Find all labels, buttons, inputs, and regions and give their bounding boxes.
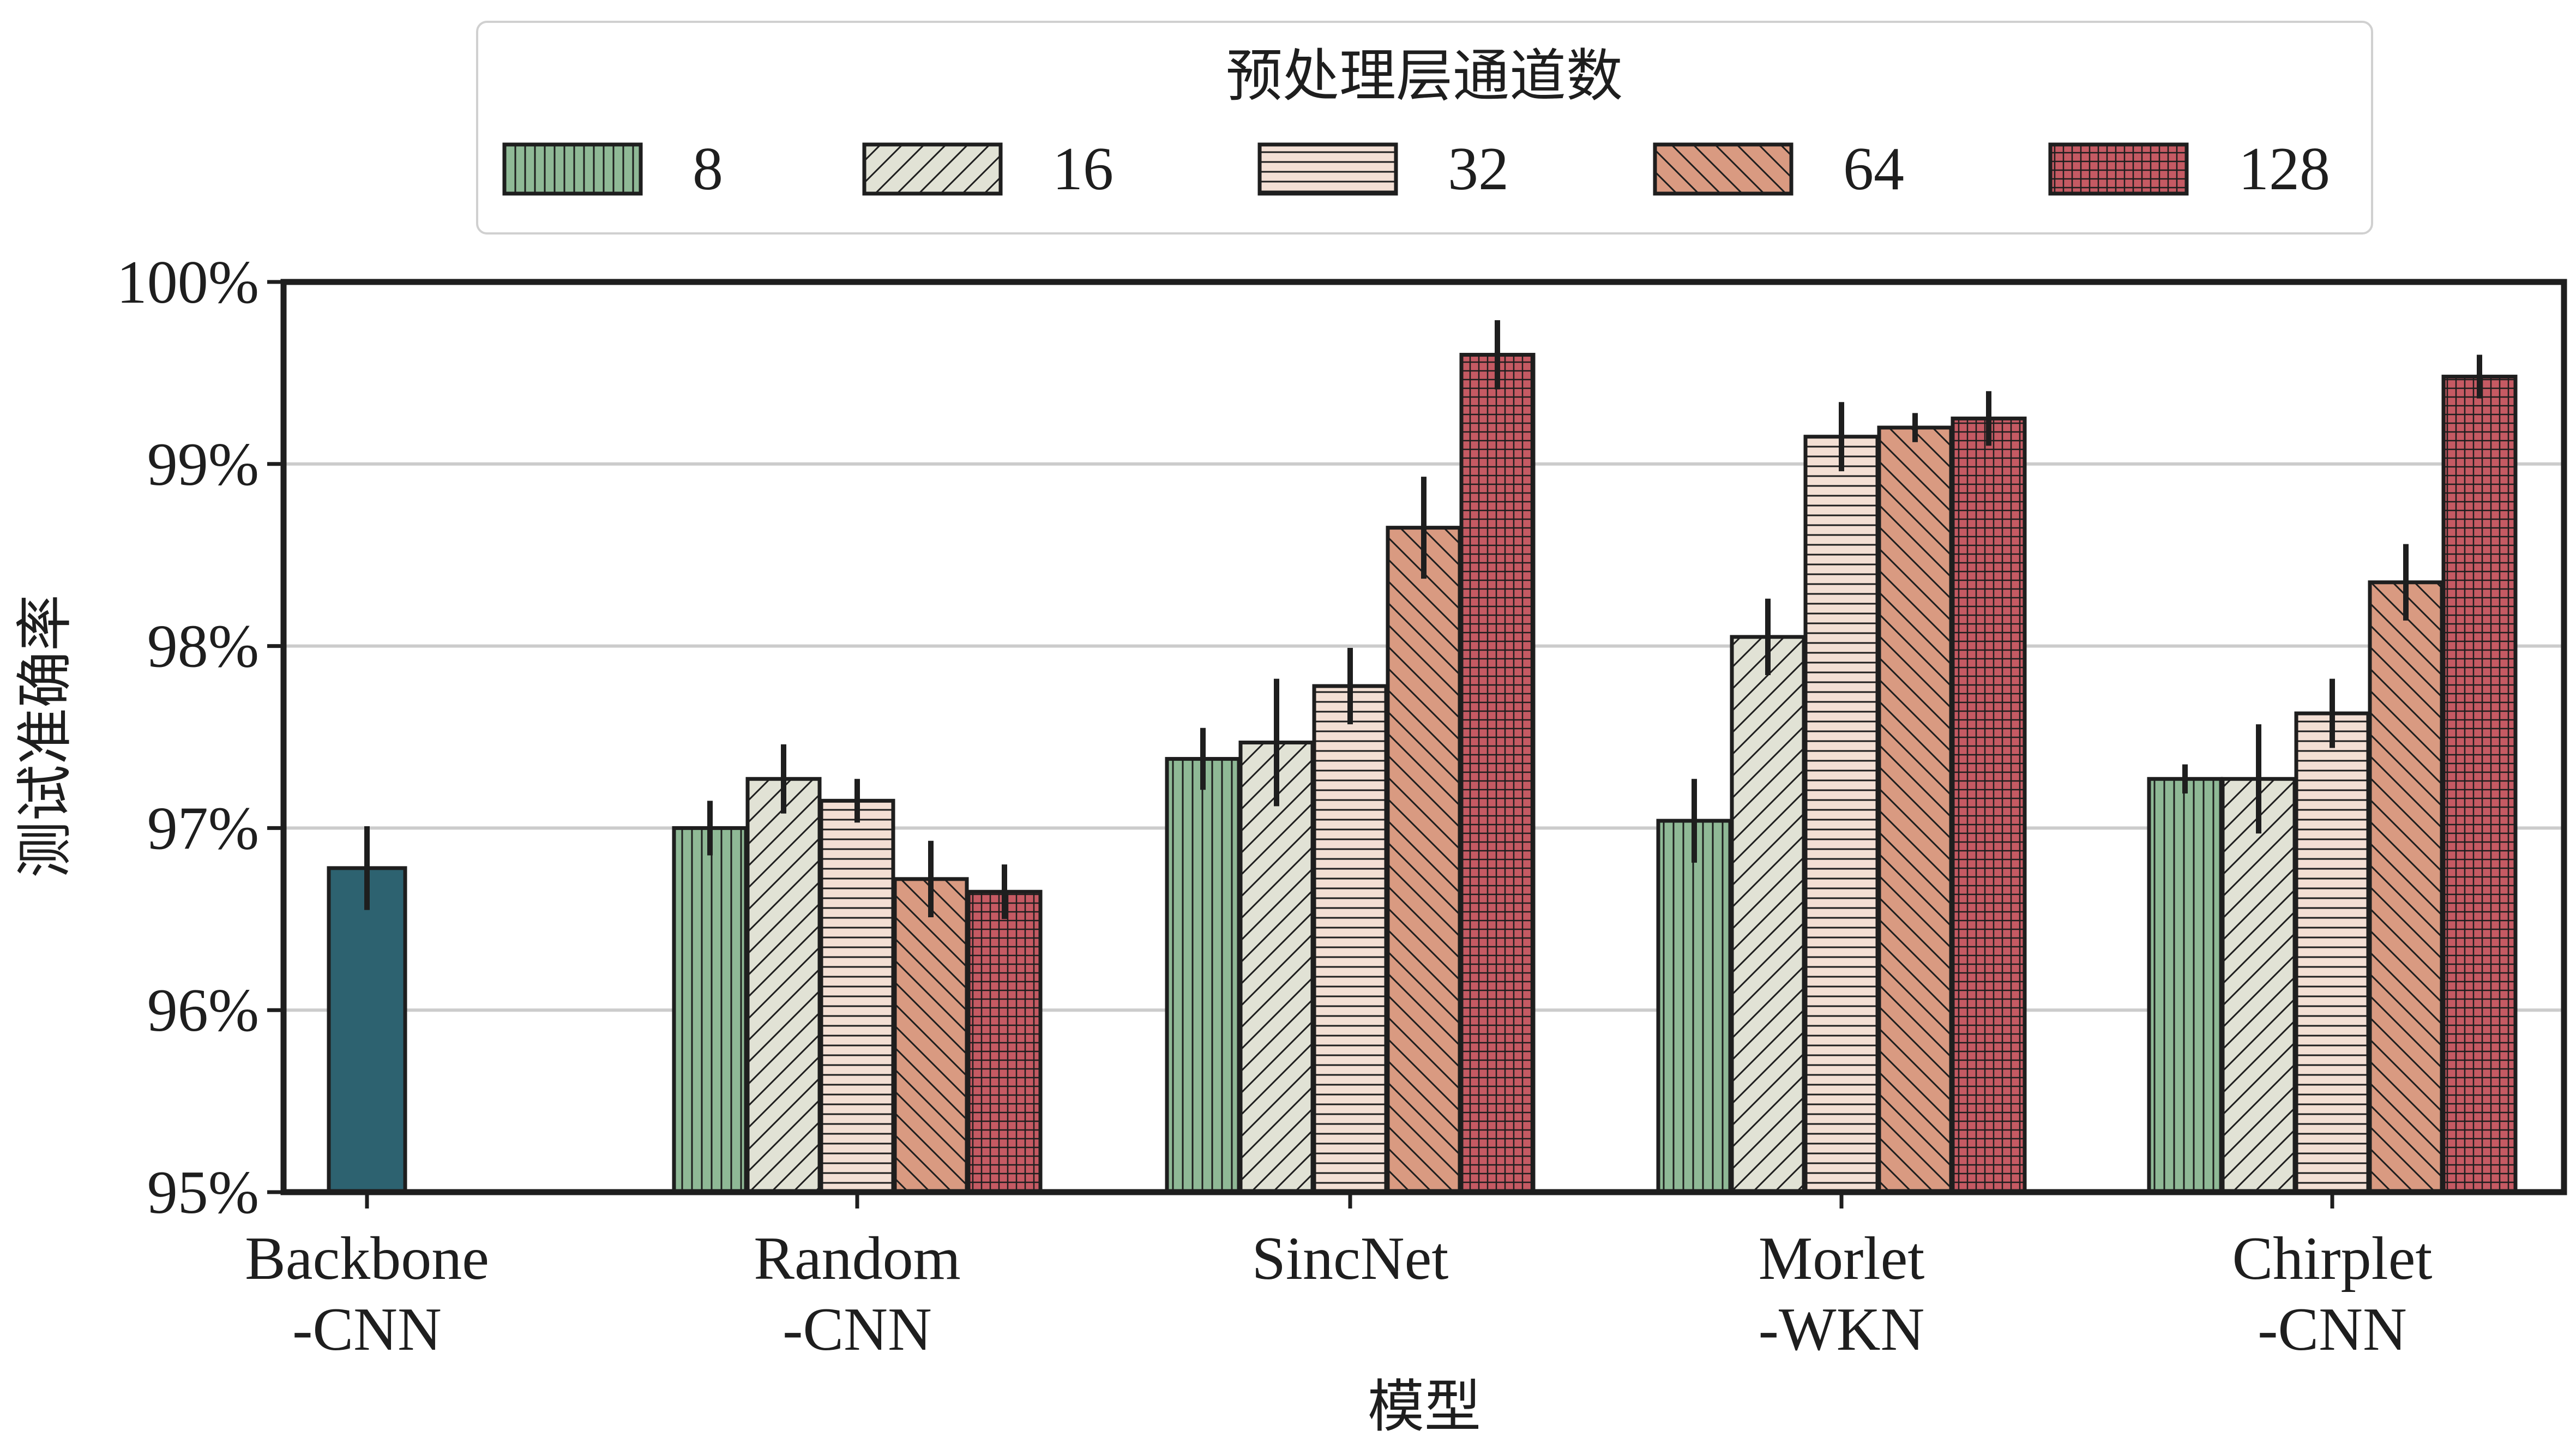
bar-series-16 (2220, 777, 2297, 1194)
y-axis-label: 测试准确率 (11, 594, 78, 878)
legend-title: 预处理层通道数 (1226, 43, 1623, 109)
y-tick-label: 99% (147, 431, 259, 498)
bar-series-16 (1238, 741, 1315, 1194)
error-bars (364, 320, 2482, 919)
x-tick-label: Backbone (245, 1225, 489, 1292)
legend-label: 16 (1052, 135, 1114, 203)
bar-series-32 (819, 798, 895, 1194)
x-tick-label: Chirplet (2232, 1225, 2432, 1292)
legend-item-8: 8 (502, 135, 723, 203)
legend-swatch (862, 142, 1003, 196)
bar-series-32 (1312, 684, 1388, 1194)
legend-swatch (1257, 142, 1398, 196)
legend-item-128: 128 (2048, 135, 2330, 203)
bars (327, 353, 2518, 1194)
y-tick-label: 96% (147, 977, 259, 1044)
bar-series-128 (966, 889, 1043, 1194)
bar-series-64 (1386, 526, 1462, 1194)
plot-frame (280, 279, 2567, 1195)
legend-label: 64 (1843, 135, 1904, 203)
bar-series-8 (1656, 819, 1732, 1194)
x-tick-label: Morlet (1759, 1225, 1925, 1292)
y-tick-label: 98% (147, 613, 259, 681)
bar-baseline (327, 866, 407, 1194)
legend-item-16: 16 (862, 135, 1114, 203)
legend-label: 128 (2238, 135, 2330, 203)
bar-series-32 (1803, 435, 1880, 1194)
bar-series-64 (893, 877, 969, 1194)
bar-series-8 (672, 826, 748, 1194)
legend-swatch (1653, 142, 1793, 196)
bar-series-128 (2441, 375, 2518, 1194)
legend-label: 8 (693, 135, 723, 203)
bar-series-32 (2294, 711, 2370, 1194)
bar-series-64 (2368, 580, 2444, 1194)
x-tick-label: Random (754, 1225, 961, 1292)
bar-series-128 (1951, 416, 2027, 1194)
x-tick-label-line2: -CNN (2258, 1296, 2407, 1363)
legend: 预处理层通道数 8 16 32 64 128 (476, 21, 2373, 235)
x-tick-label: SincNet (1252, 1225, 1449, 1292)
legend-item-64: 64 (1653, 135, 1904, 203)
legend-item-32: 32 (1257, 135, 1509, 203)
x-tick-label-line2: -WKN (1759, 1296, 1925, 1363)
x-axis-label: 模型 (1368, 1373, 1481, 1440)
y-ticks: 95% 96% 97% 98% 99% 100% (117, 249, 284, 1226)
bar-series-8 (2147, 777, 2223, 1194)
bar-series-128 (1459, 353, 1536, 1194)
legend-label: 32 (1448, 135, 1509, 203)
y-tick-label: 95% (147, 1159, 259, 1226)
bar-series-8 (1165, 757, 1241, 1194)
x-tick-label-line2: -CNN (292, 1296, 442, 1363)
x-tick-label-line2: -CNN (783, 1296, 932, 1363)
bar-series-16 (1730, 635, 1806, 1194)
legend-swatch (502, 142, 643, 196)
bar-series-64 (1877, 425, 1953, 1194)
bar-series-16 (745, 777, 822, 1194)
y-tick-label: 100% (117, 249, 259, 316)
y-tick-label: 97% (147, 795, 259, 862)
legend-swatch (2048, 142, 2189, 196)
